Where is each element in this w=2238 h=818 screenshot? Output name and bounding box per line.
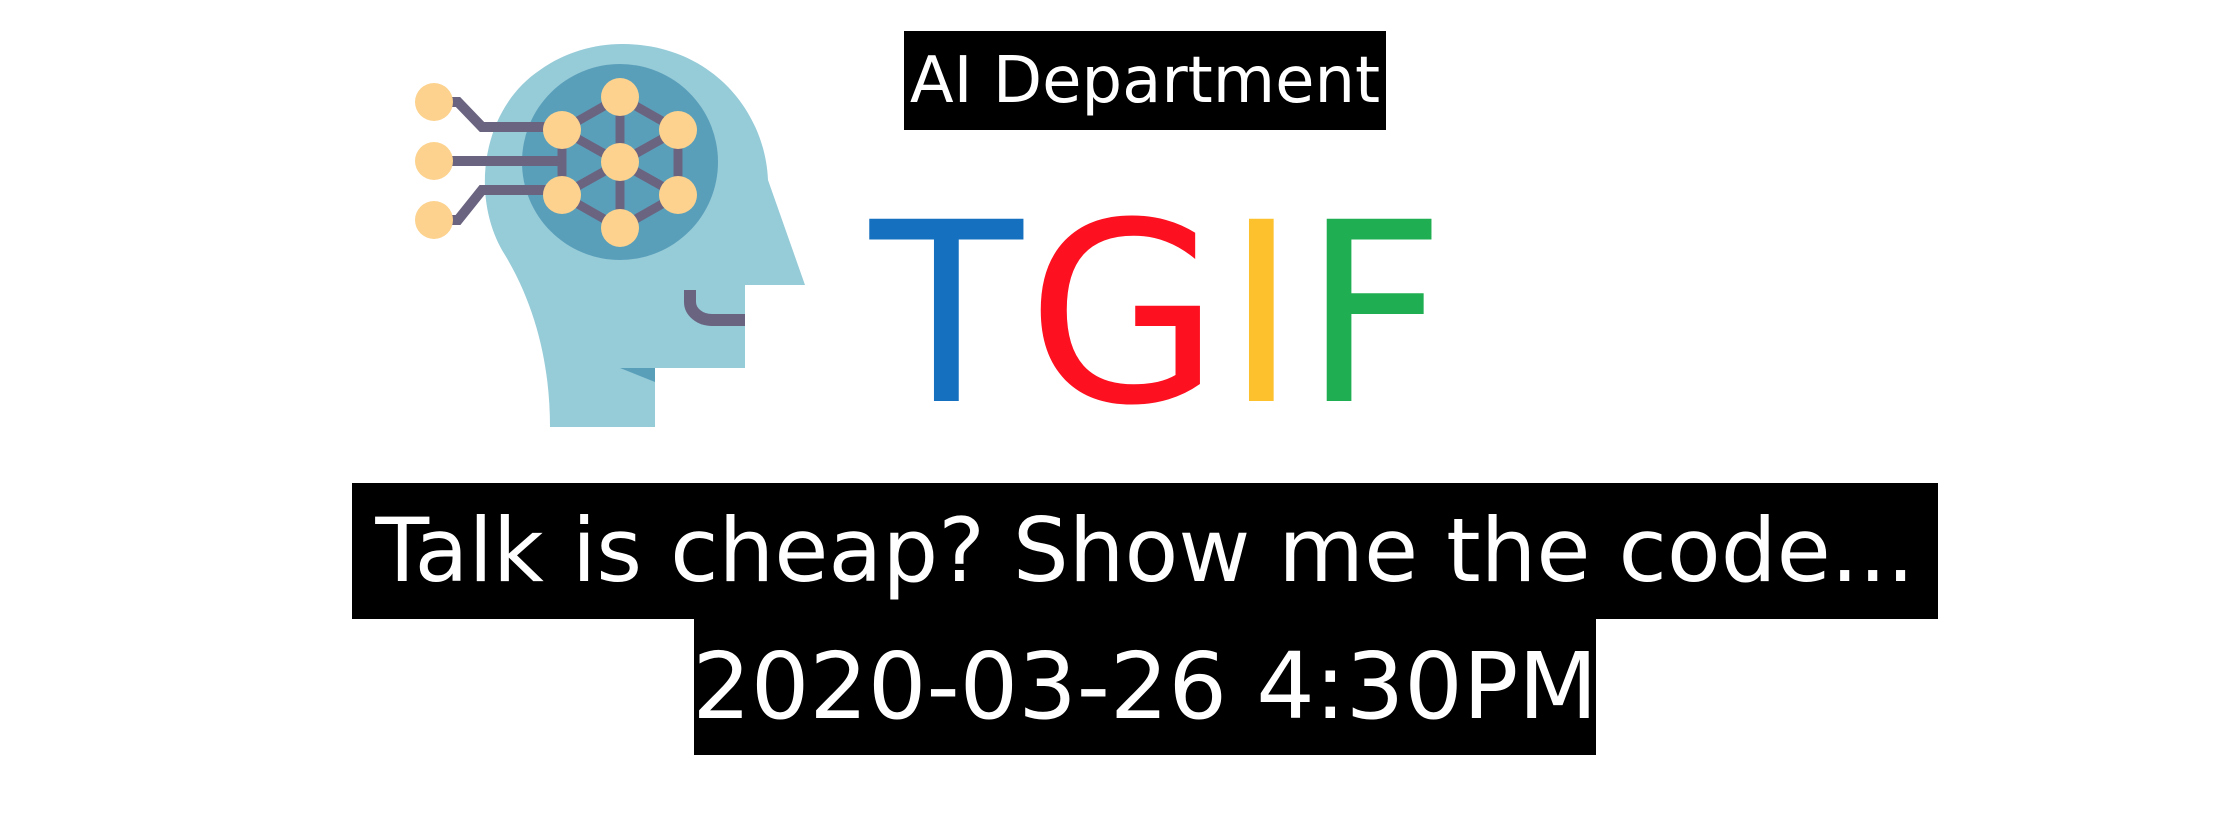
department-label: AI Department xyxy=(904,31,1386,130)
ai-head-logo xyxy=(400,40,820,430)
title-letter-t: T xyxy=(870,169,1027,460)
ai-head-brain-icon xyxy=(415,44,805,427)
event-datetime: 2020-03-26 4:30PM xyxy=(694,619,1596,755)
title-letter-g: G xyxy=(1026,169,1225,460)
mouth-mark xyxy=(684,290,745,326)
title-letter-f: F xyxy=(1302,169,1450,460)
tagline: Talk is cheap? Show me the code... xyxy=(352,483,1938,619)
network-nodes xyxy=(415,78,697,247)
tgif-title: T G I F xyxy=(870,190,1450,440)
title-letter-i: I xyxy=(1224,169,1303,460)
chin-shadow xyxy=(620,368,655,382)
